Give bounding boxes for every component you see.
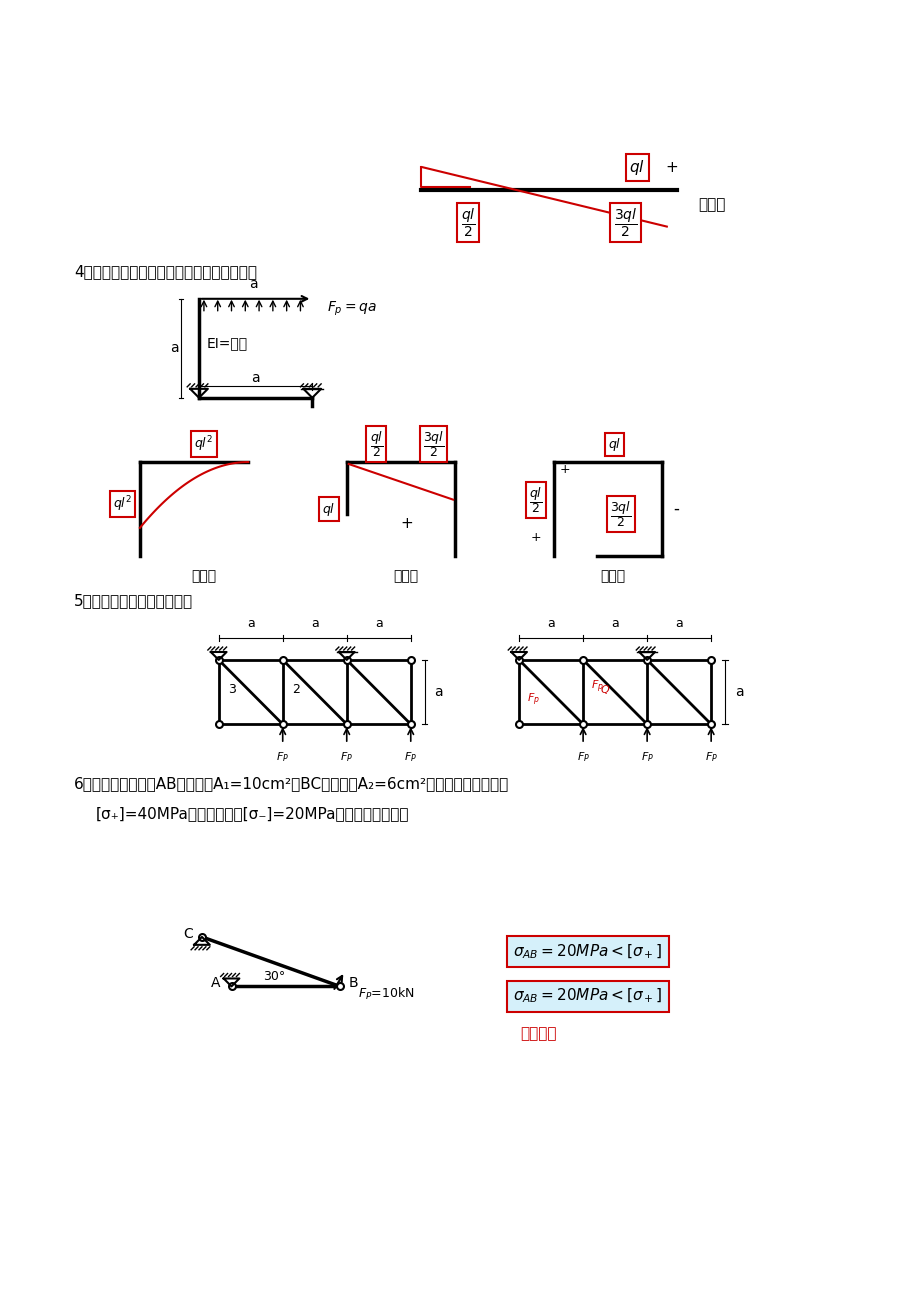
- Text: +: +: [560, 464, 570, 477]
- Text: +: +: [530, 531, 540, 544]
- Text: A: A: [210, 976, 221, 991]
- Text: a: a: [251, 371, 259, 385]
- Text: a: a: [734, 685, 743, 699]
- Text: $F_P$: $F_P$: [276, 750, 289, 764]
- Text: $\sigma_{AB}=20MPa<[\sigma_+]$: $\sigma_{AB}=20MPa<[\sigma_+]$: [513, 987, 662, 1005]
- Text: $F_P$=10kN: $F_P$=10kN: [357, 986, 414, 1003]
- Text: $F_P$: $F_P$: [403, 750, 417, 764]
- Text: B: B: [348, 976, 358, 991]
- Text: $F_P$: $F_P$: [640, 750, 652, 764]
- Text: $F_P$: $F_P$: [576, 750, 589, 764]
- Text: a: a: [547, 617, 554, 630]
- Text: a: a: [675, 617, 682, 630]
- Text: a: a: [170, 341, 178, 355]
- Text: $F_P$: $F_P$: [704, 750, 717, 764]
- Text: -: -: [672, 500, 678, 518]
- Text: $ql$: $ql$: [629, 158, 644, 177]
- Text: $ql^2$: $ql^2$: [194, 435, 213, 454]
- Text: $F_p$: $F_p$: [590, 678, 603, 695]
- Text: a: a: [246, 617, 255, 630]
- Text: a: a: [311, 617, 318, 630]
- Text: $F_P$: $F_P$: [340, 750, 353, 764]
- Text: 弯矩图: 弯矩图: [191, 569, 216, 583]
- Text: $\dfrac{ql}{2}$: $\dfrac{ql}{2}$: [460, 207, 475, 238]
- Text: $\dfrac{3ql}{2}$: $\dfrac{3ql}{2}$: [422, 430, 444, 460]
- Text: 剪力图: 剪力图: [392, 569, 418, 583]
- Text: 5．求桁架指定杆件的内力。: 5．求桁架指定杆件的内力。: [74, 592, 193, 608]
- Text: a: a: [434, 685, 443, 699]
- Text: $F_p=qa$: $F_p=qa$: [326, 299, 377, 318]
- Text: 剪力图: 剪力图: [698, 198, 725, 212]
- Text: $F_p$: $F_p$: [527, 691, 539, 708]
- Text: $\dfrac{ql}{2}$: $\dfrac{ql}{2}$: [528, 484, 542, 514]
- Text: $\sigma_{AB}=20MPa<[\sigma_+]$: $\sigma_{AB}=20MPa<[\sigma_+]$: [513, 943, 662, 961]
- Text: +: +: [664, 160, 677, 174]
- Text: Q: Q: [600, 685, 609, 695]
- Text: [σ₊]=40MPa，容许压应力[σ₋]=20MPa，试校核起强度。: [σ₊]=40MPa，容许压应力[σ₋]=20MPa，试校核起强度。: [96, 806, 409, 820]
- Text: $ql^2$: $ql^2$: [112, 495, 131, 514]
- Text: C: C: [183, 927, 193, 941]
- Text: 2: 2: [292, 682, 301, 695]
- Text: +: +: [400, 516, 413, 531]
- Text: 3: 3: [228, 682, 236, 695]
- Text: 轴力图: 轴力图: [599, 569, 625, 583]
- Text: 强度不够: 强度不够: [520, 1026, 556, 1042]
- Text: 30°: 30°: [263, 970, 285, 983]
- Text: a: a: [248, 277, 257, 290]
- Text: a: a: [374, 617, 382, 630]
- Text: $ql$: $ql$: [322, 500, 335, 517]
- Text: a: a: [610, 617, 618, 630]
- Text: 4．绘制图示刚架的弯矩图、剪力图和轴力图: 4．绘制图示刚架的弯矩图、剪力图和轴力图: [74, 264, 256, 280]
- Text: $\dfrac{3ql}{2}$: $\dfrac{3ql}{2}$: [609, 499, 630, 529]
- Text: 6．三角桁架如图，AB杆截面积A₁=10cm²，BC杆截面积A₂=6cm²，若材料容许拉应力: 6．三角桁架如图，AB杆截面积A₁=10cm²，BC杆截面积A₂=6cm²，若材…: [74, 776, 508, 792]
- Text: $ql$: $ql$: [607, 436, 620, 453]
- Text: $\dfrac{ql}{2}$: $\dfrac{ql}{2}$: [369, 430, 382, 460]
- Text: $\dfrac{3ql}{2}$: $\dfrac{3ql}{2}$: [613, 207, 637, 238]
- Text: EI=常数: EI=常数: [207, 336, 248, 350]
